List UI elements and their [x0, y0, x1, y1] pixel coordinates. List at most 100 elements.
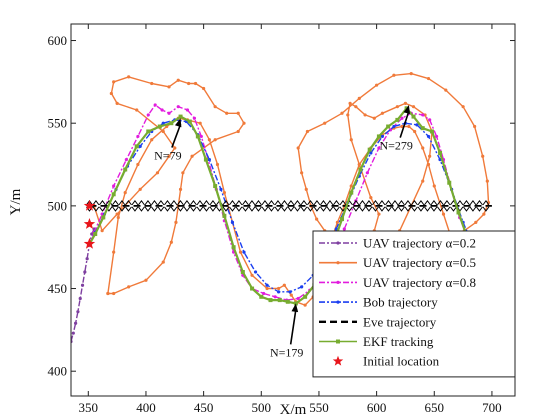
- series-4-marker: [417, 200, 425, 212]
- series-5-point: [134, 144, 139, 149]
- annotation-arrow-head: [403, 105, 410, 114]
- series-1-point: [213, 138, 217, 142]
- series-1-point: [115, 212, 119, 216]
- legend-swatch-marker: [336, 300, 340, 304]
- series-1-point: [426, 76, 431, 81]
- legend-label: Initial location: [363, 354, 440, 369]
- series-1-point: [250, 273, 254, 277]
- series-4-marker: [183, 200, 191, 212]
- series-4-marker: [157, 200, 165, 212]
- series-5-point: [213, 184, 218, 189]
- series-4-marker: [261, 200, 269, 212]
- series-1-point: [426, 162, 431, 167]
- series-1-point: [176, 78, 180, 82]
- series-1-point: [207, 138, 211, 142]
- series-5-point: [157, 124, 162, 129]
- series-2-point: [199, 134, 203, 139]
- series-1-point: [276, 286, 281, 291]
- series-1-point: [482, 212, 486, 216]
- series-4-marker: [372, 200, 379, 212]
- series-5-point: [376, 134, 381, 139]
- series-1-point: [238, 250, 243, 254]
- series-4-marker: [92, 200, 100, 212]
- series-1-point: [349, 184, 353, 188]
- series-5-point: [240, 270, 245, 274]
- series-1-point: [411, 105, 416, 109]
- annotation-label: N=179: [270, 345, 303, 359]
- series-2-point: [160, 108, 164, 112]
- series-1-point: [349, 138, 353, 142]
- series-4-marker: [359, 200, 366, 212]
- series-4-marker: [164, 200, 171, 212]
- series-4-marker: [365, 200, 373, 212]
- series-1-point: [100, 229, 104, 233]
- series-5-point: [367, 147, 372, 152]
- series-1-point: [348, 101, 352, 105]
- series-4-marker: [476, 200, 483, 212]
- series-1-point: [300, 171, 304, 175]
- series-0-point: [80, 283, 85, 287]
- y-tick-label: 550: [48, 116, 68, 131]
- legend-label: EKF tracking: [363, 334, 434, 349]
- series-3-point: [207, 157, 211, 162]
- series-5-point: [101, 215, 106, 220]
- series-4-marker: [177, 200, 184, 212]
- legend-item: Bob trajectory: [319, 295, 438, 310]
- series-2-point: [400, 116, 404, 120]
- series-4-marker: [326, 200, 334, 212]
- legend-swatch-marker: [336, 339, 340, 344]
- series-5-point: [268, 298, 273, 303]
- series-1-point: [112, 250, 116, 254]
- legend-item: UAV trajectory α=0.5: [319, 255, 476, 270]
- x-tick-label: 600: [367, 400, 387, 415]
- series-1-point: [115, 101, 119, 105]
- series-4-marker: [112, 200, 119, 212]
- series-1-point: [169, 240, 173, 244]
- legend: UAV trajectory α=0.2 UAV trajectory α=0.5…: [312, 230, 516, 378]
- series-2-point: [273, 295, 277, 299]
- annotation-arrow-head: [291, 303, 299, 313]
- series-1-point: [377, 212, 381, 216]
- series-1-point: [441, 212, 446, 216]
- series-1-point: [144, 278, 148, 282]
- series-4-marker: [203, 200, 210, 212]
- series-1-point: [304, 187, 308, 191]
- series-4-marker: [378, 200, 386, 212]
- x-tick-label: 400: [136, 400, 156, 415]
- series-1-point: [357, 96, 361, 100]
- series-5-point: [203, 157, 208, 162]
- series-5-point: [303, 294, 308, 299]
- series-5-point: [386, 124, 391, 129]
- series-5-point: [187, 119, 192, 124]
- series-1-point: [193, 81, 198, 86]
- series-1-point: [222, 191, 226, 195]
- series-2-point: [377, 146, 381, 150]
- series-5-point: [456, 210, 461, 215]
- series-0-point: [74, 321, 78, 325]
- series-2-point: [296, 296, 300, 301]
- legend-swatch-marker: [336, 261, 340, 265]
- series-4-marker: [131, 200, 139, 212]
- series-5-point: [358, 167, 363, 172]
- series-3-point: [426, 134, 431, 139]
- series-2-point: [185, 108, 190, 112]
- series-1-point: [150, 81, 154, 86]
- annotation-arrow-shaft: [289, 309, 297, 345]
- series-1-point: [109, 91, 113, 96]
- series-4-marker: [196, 200, 204, 212]
- series-1-point: [303, 303, 307, 307]
- series-1-point: [167, 85, 171, 89]
- legend-label: Bob trajectory: [363, 295, 438, 310]
- series-2-point: [192, 116, 196, 120]
- series-1-point: [323, 121, 327, 125]
- series-3-point: [300, 285, 304, 289]
- series-1-point: [190, 154, 194, 158]
- series-5-point: [429, 129, 434, 134]
- series-1-point: [428, 154, 432, 158]
- series-1-point: [112, 291, 116, 296]
- series-1-point: [187, 81, 191, 86]
- legend-item: EKF tracking: [319, 334, 434, 349]
- series-1-point: [215, 162, 220, 167]
- series-4-marker: [385, 200, 392, 212]
- series-1-point: [357, 162, 361, 167]
